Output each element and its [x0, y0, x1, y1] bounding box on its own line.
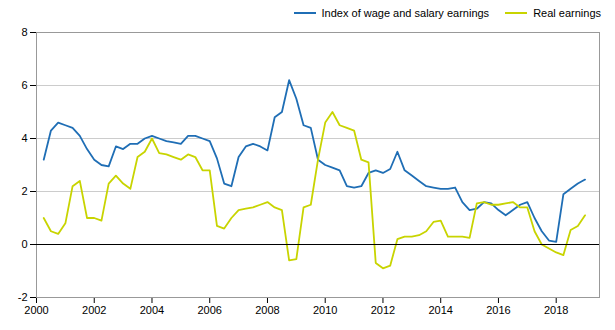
- svg-text:2018: 2018: [544, 304, 568, 316]
- svg-text:2010: 2010: [313, 304, 337, 316]
- svg-text:2012: 2012: [371, 304, 395, 316]
- svg-text:0: 0: [21, 238, 27, 250]
- svg-text:2000: 2000: [24, 304, 48, 316]
- svg-text:2014: 2014: [428, 304, 452, 316]
- svg-text:6: 6: [21, 79, 27, 91]
- svg-text:2002: 2002: [82, 304, 106, 316]
- svg-text:2016: 2016: [486, 304, 510, 316]
- svg-text:2008: 2008: [255, 304, 279, 316]
- html-text:Index of wage and salary earni: Index of wage and salary earnings: [321, 7, 490, 19]
- svg-text:-2: -2: [18, 291, 28, 303]
- svg-text:8: 8: [21, 26, 27, 38]
- svg-text:2006: 2006: [197, 304, 221, 316]
- svg-text:4: 4: [21, 132, 27, 144]
- svg-text:2: 2: [21, 185, 27, 197]
- svg-text:2004: 2004: [140, 304, 164, 316]
- html-text:Real earnings: Real earnings: [533, 7, 601, 19]
